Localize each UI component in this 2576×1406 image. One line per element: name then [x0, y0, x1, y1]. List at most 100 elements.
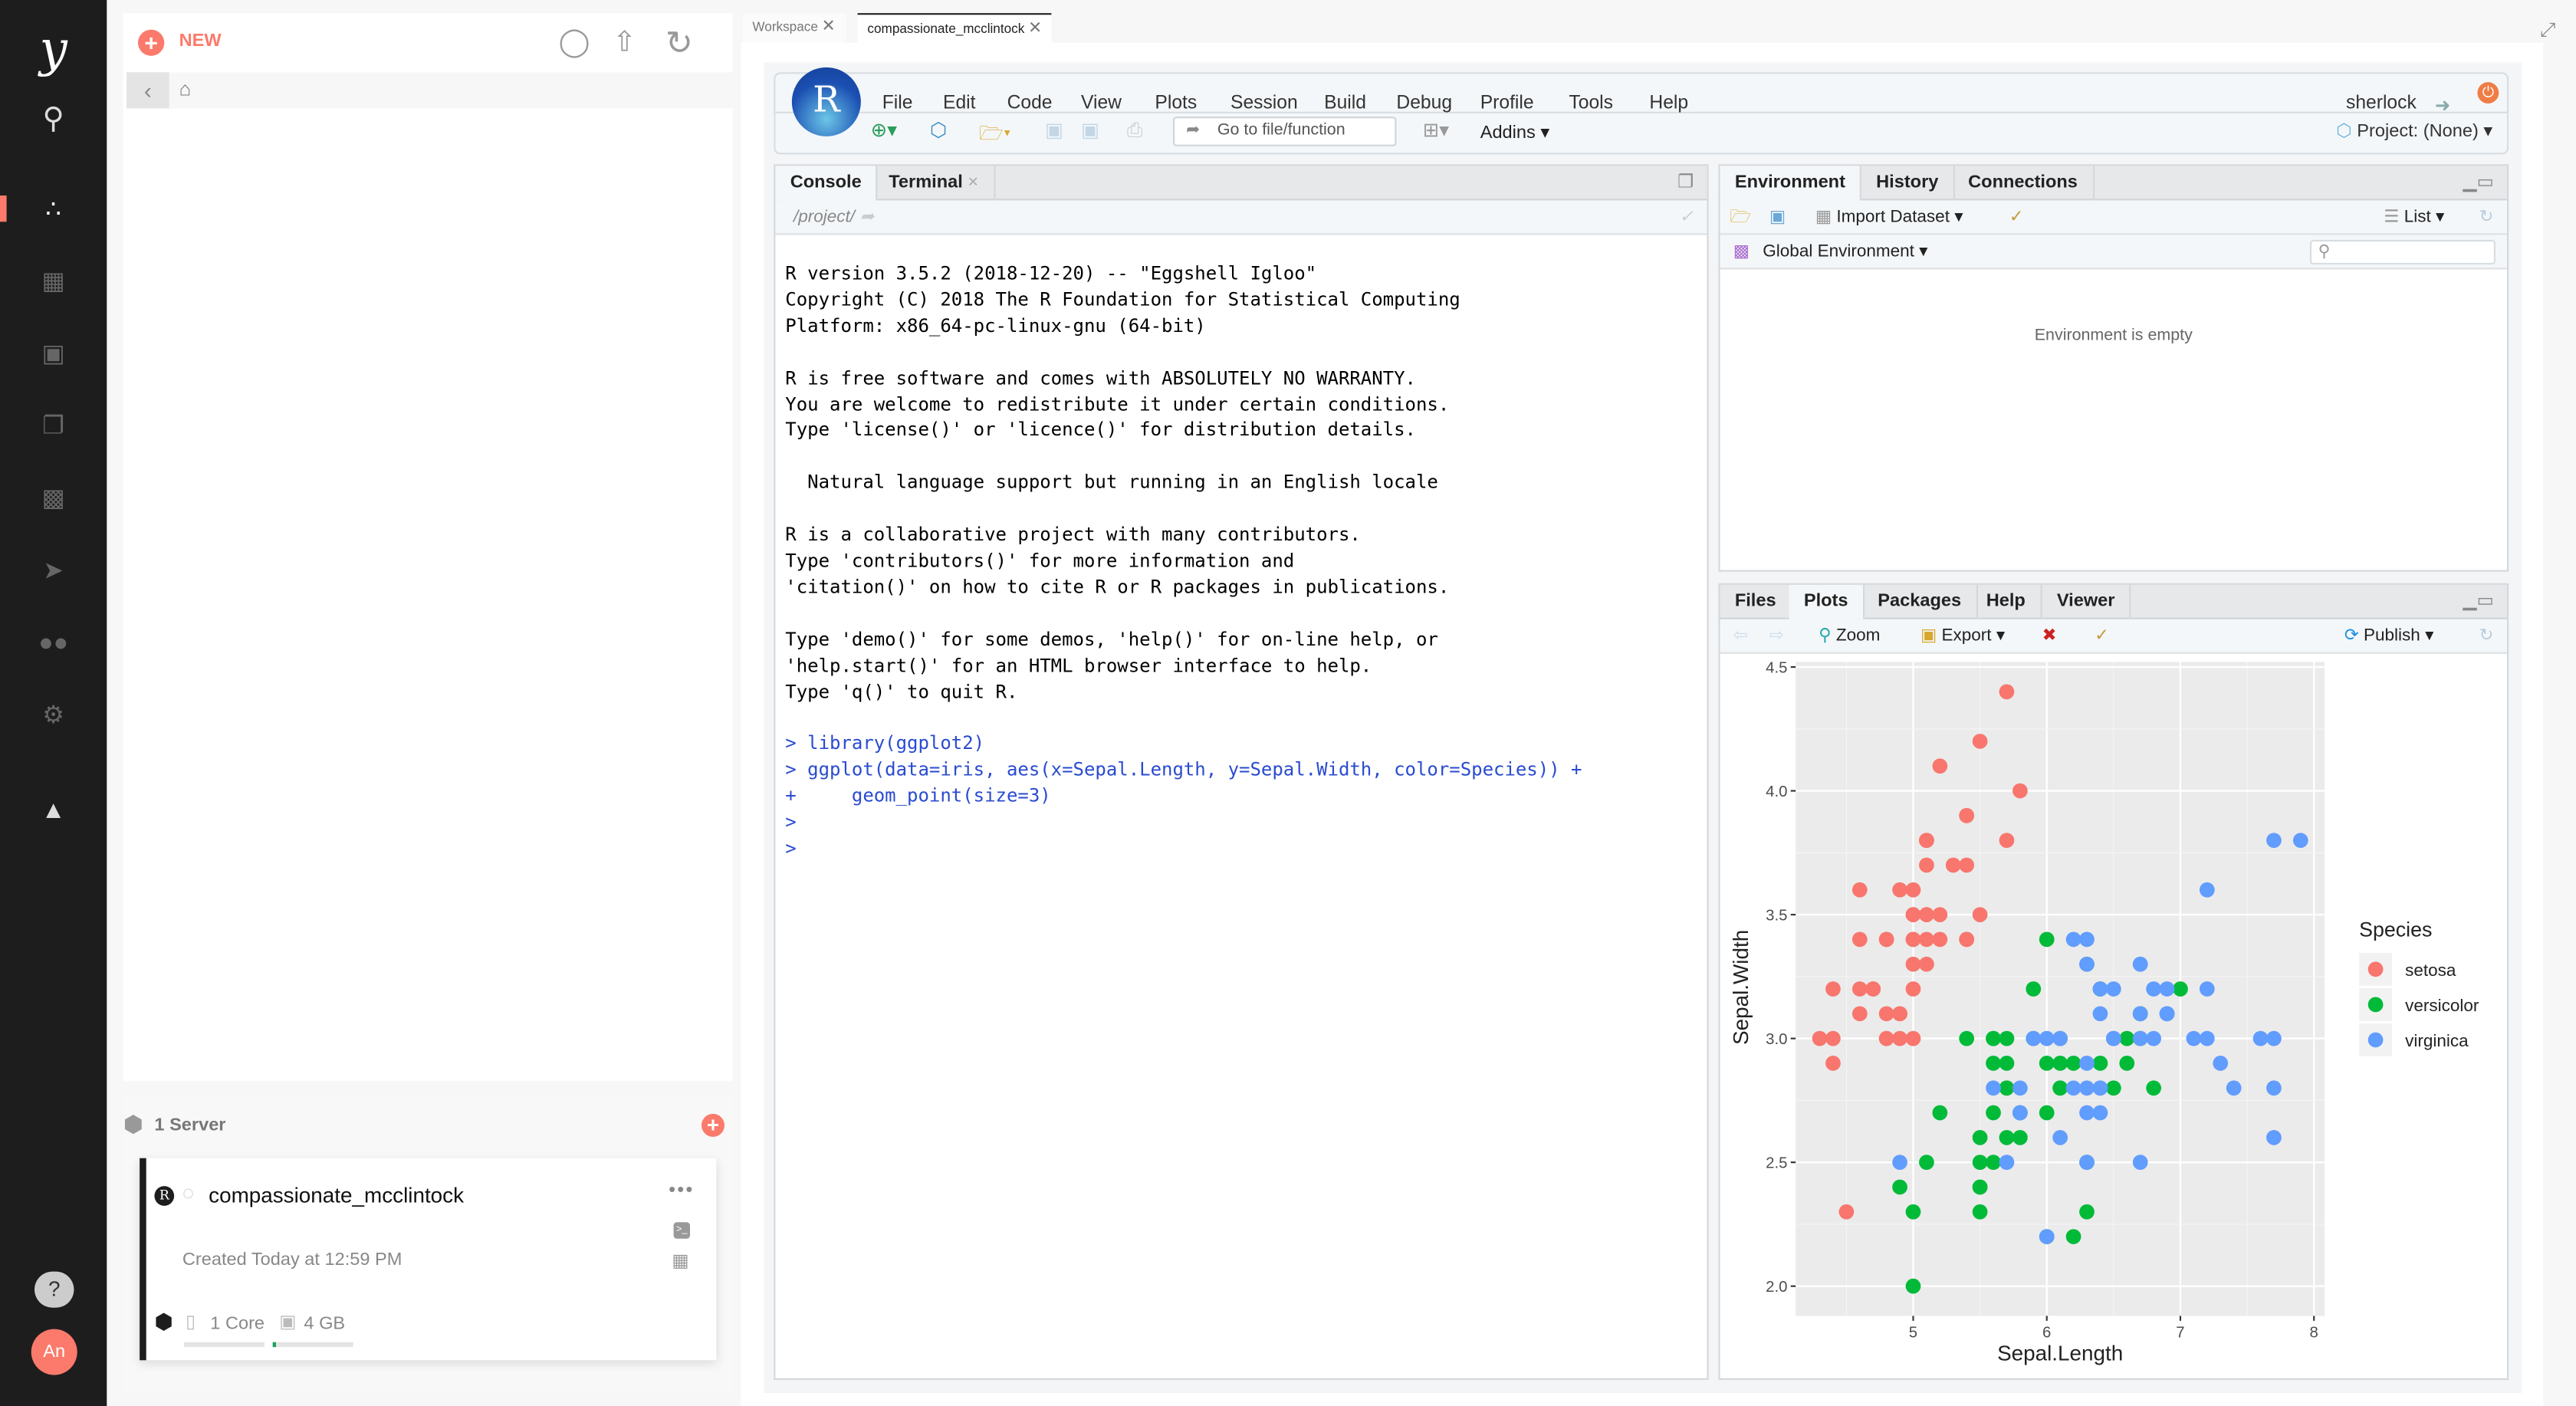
import-dataset-button[interactable]: ▦ Import Dataset ▾: [1815, 207, 1963, 227]
menu-help[interactable]: Help: [1649, 94, 1689, 113]
app-logo[interactable]: y: [39, 21, 67, 79]
back-button[interactable]: ‹: [127, 72, 169, 109]
zoom-button[interactable]: ⚲ Zoom: [1819, 619, 1880, 654]
tab-files[interactable]: Files: [1720, 584, 1793, 619]
rocket-icon[interactable]: ➤: [43, 557, 64, 585]
briefcase-icon[interactable]: ▣: [41, 340, 65, 369]
users-icon[interactable]: ●●: [38, 629, 69, 658]
open-file-icon[interactable]: 🗁▾: [979, 121, 1011, 145]
point-virginica: [1892, 1155, 1907, 1170]
stack-icon[interactable]: ❐: [42, 412, 65, 441]
tab-packages[interactable]: Packages: [1863, 584, 1978, 619]
server-card[interactable]: R ◌ compassionate_mcclintock ••• >_ ▦ Cr…: [140, 1158, 717, 1361]
load-workspace-icon[interactable]: 🗁: [1730, 207, 1752, 227]
project-menu[interactable]: ⬡ Project: (None) ▾: [2336, 121, 2493, 142]
scope-dropdown[interactable]: Global Environment ▾: [1763, 241, 1928, 261]
menu-view[interactable]: View: [1081, 94, 1122, 113]
tab-connections[interactable]: Connections: [1953, 166, 2095, 201]
save-icon[interactable]: ▣: [1044, 118, 1064, 142]
save-workspace-icon[interactable]: ▣: [1769, 207, 1786, 227]
tab-environment[interactable]: Environment: [1720, 166, 1862, 201]
plot-panel: [1796, 662, 2325, 1316]
broom-icon[interactable]: ✓: [2095, 626, 2110, 646]
broom-icon[interactable]: ✓: [2009, 207, 2024, 227]
restore-pane-icon[interactable]: ❐: [1677, 172, 1694, 192]
remove-plot-icon[interactable]: ✖: [2042, 626, 2057, 646]
tab-console[interactable]: Console: [775, 166, 879, 201]
previous-plot-icon[interactable]: ⇦: [1733, 626, 1748, 646]
goto-dir-icon[interactable]: ➦: [859, 207, 875, 227]
close-icon[interactable]: ✕: [821, 18, 836, 37]
next-plot-icon[interactable]: ⇨: [1769, 626, 1784, 646]
save-all-icon[interactable]: ▣: [1081, 118, 1100, 142]
tab-session[interactable]: compassionate_mcclintock ✕: [857, 13, 1052, 43]
menu-profile[interactable]: Profile: [1480, 94, 1534, 113]
sign-out-icon[interactable]: ➜: [2434, 97, 2451, 117]
refresh-icon[interactable]: ↻: [665, 26, 693, 63]
server-name[interactable]: compassionate_mcclintock: [209, 1182, 465, 1208]
list-view-dropdown[interactable]: ☰ List ▾: [2384, 207, 2445, 227]
point-virginica: [1986, 1080, 2001, 1096]
addins-menu[interactable]: Addins ▾: [1480, 123, 1550, 143]
menu-debug[interactable]: Debug: [1396, 94, 1453, 113]
point-virginica: [2159, 1006, 2175, 1022]
apps-icon[interactable]: ▦: [41, 268, 65, 296]
new-file-icon[interactable]: ⊕▾: [870, 118, 898, 142]
goto-placeholder: Go to file/function: [1217, 121, 1346, 140]
minimize-maximize-icon[interactable]: ▁▭: [2463, 591, 2494, 612]
nodes-icon[interactable]: ∴: [45, 195, 61, 224]
new-button[interactable]: NEW: [179, 31, 222, 51]
upload-file-icon[interactable]: ⇧: [613, 26, 636, 58]
environment-search-input[interactable]: ⚲: [2309, 239, 2496, 265]
point-virginica: [2065, 931, 2082, 948]
point-setosa: [1878, 931, 1894, 948]
new-project-icon[interactable]: ⬡: [929, 118, 948, 142]
more-options-icon[interactable]: •••: [669, 1178, 695, 1201]
preview-file-icon[interactable]: ◯: [558, 26, 590, 58]
minimize-maximize-icon[interactable]: ▁▭: [2463, 172, 2494, 192]
reports-icon[interactable]: ▩: [41, 485, 65, 513]
pane-layout-icon[interactable]: ⊞▾: [1422, 118, 1450, 142]
menu-build[interactable]: Build: [1324, 94, 1366, 113]
help-button[interactable]: ?: [34, 1271, 74, 1308]
working-directory[interactable]: /project/: [794, 207, 856, 227]
close-icon[interactable]: ×: [968, 172, 979, 192]
menu-code[interactable]: Code: [1007, 94, 1053, 113]
menu-plots[interactable]: Plots: [1155, 94, 1198, 113]
menu-tools[interactable]: Tools: [1569, 94, 1613, 113]
add-server-button[interactable]: +: [702, 1113, 725, 1137]
point-virginica: [2252, 1030, 2269, 1046]
point-setosa: [1919, 857, 1934, 873]
new-plus-icon[interactable]: +: [138, 29, 165, 56]
refresh-icon[interactable]: ↻: [2479, 207, 2494, 227]
tab-workspace[interactable]: Workspace ✕: [742, 13, 846, 43]
clear-console-icon[interactable]: ✓: [1679, 207, 1694, 227]
point-virginica: [2092, 1080, 2108, 1096]
tab-terminal[interactable]: Terminal ×: [874, 166, 995, 201]
publish-button[interactable]: ⟳ Publish ▾: [2344, 626, 2434, 646]
power-icon[interactable]: ⏻: [2477, 82, 2499, 104]
menu-session[interactable]: Session: [1230, 94, 1298, 113]
menu-file[interactable]: File: [882, 94, 913, 113]
point-setosa: [1825, 1056, 1841, 1071]
tab-plots[interactable]: Plots: [1789, 584, 1865, 619]
close-icon[interactable]: ✕: [1028, 19, 1043, 38]
home-icon[interactable]: ⌂: [179, 77, 192, 100]
export-button[interactable]: ▣ Export ▾: [1921, 626, 2006, 646]
apps-grid-icon[interactable]: ▦: [672, 1251, 689, 1272]
tab-help[interactable]: Help: [1971, 584, 2042, 619]
tab-viewer[interactable]: Viewer: [2042, 584, 2131, 619]
print-icon[interactable]: ⎙: [1127, 118, 1143, 142]
avatar[interactable]: An: [31, 1329, 77, 1375]
terminal-icon[interactable]: >_: [673, 1222, 691, 1239]
menu-edit[interactable]: Edit: [943, 94, 976, 113]
refresh-icon[interactable]: ↻: [2479, 626, 2494, 646]
point-setosa: [1932, 931, 1948, 948]
settings-icon[interactable]: ⚙: [42, 701, 65, 730]
fullscreen-icon[interactable]: ⤢: [2539, 18, 2556, 41]
search-icon[interactable]: ⚲: [42, 101, 64, 135]
console-output[interactable]: R version 3.5.2 (2018-12-20) -- "Eggshel…: [785, 261, 1582, 862]
graduation-icon[interactable]: ▲: [41, 797, 66, 825]
goto-file-input[interactable]: ➦ Go to file/function: [1173, 117, 1397, 146]
tab-history[interactable]: History: [1861, 166, 1955, 201]
